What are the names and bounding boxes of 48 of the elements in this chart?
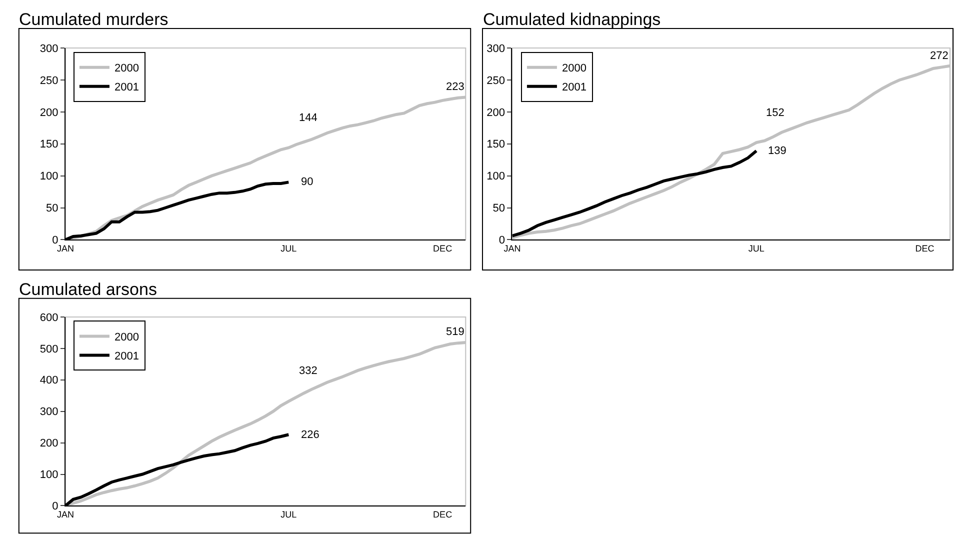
legend-label: 2001 bbox=[114, 350, 139, 363]
y-tick-label: 0 bbox=[52, 234, 58, 247]
x-tick-label: JAN bbox=[56, 244, 74, 254]
legend-label: 2000 bbox=[562, 62, 586, 75]
x-tick-label: JUL bbox=[748, 244, 764, 254]
y-tick-label: 150 bbox=[486, 138, 506, 151]
annotation: 139 bbox=[768, 145, 786, 157]
legend-label: 2001 bbox=[114, 82, 139, 94]
y-tick-label: 300 bbox=[40, 42, 58, 55]
chart-title: Cumulated arsons bbox=[19, 280, 157, 299]
annotation: 144 bbox=[299, 112, 318, 124]
x-tick-label: DEC bbox=[433, 244, 453, 254]
annotation: 226 bbox=[301, 429, 320, 441]
annotation: 152 bbox=[766, 107, 784, 119]
chart-title: Cumulated murders bbox=[19, 10, 168, 29]
x-tick-label: JAN bbox=[56, 510, 74, 520]
y-tick-label: 250 bbox=[40, 74, 58, 87]
legend-label: 2000 bbox=[114, 62, 139, 75]
legend-label: 2000 bbox=[114, 332, 139, 344]
x-tick-label: DEC bbox=[433, 510, 453, 520]
x-tick-label: JAN bbox=[504, 244, 521, 254]
y-tick-label: 200 bbox=[486, 106, 506, 119]
y-tick-label: 500 bbox=[40, 343, 58, 356]
y-tick-label: 50 bbox=[492, 202, 506, 215]
y-tick-label: 100 bbox=[40, 170, 58, 183]
y-tick-label: 150 bbox=[40, 138, 58, 151]
annotation: 223 bbox=[446, 81, 464, 93]
y-tick-label: 200 bbox=[40, 438, 58, 450]
y-tick-label: 600 bbox=[40, 312, 58, 324]
y-tick-label: 0 bbox=[52, 500, 58, 513]
y-tick-label: 400 bbox=[40, 374, 58, 387]
y-tick-label: 100 bbox=[486, 170, 506, 183]
y-tick-label: 300 bbox=[486, 42, 506, 55]
y-tick-label: 0 bbox=[498, 234, 506, 247]
x-tick-label: JUL bbox=[280, 244, 297, 254]
x-tick-label: JUL bbox=[280, 510, 297, 520]
annotation: 519 bbox=[446, 326, 464, 338]
y-tick-label: 200 bbox=[40, 106, 58, 119]
annotation: 272 bbox=[930, 50, 948, 62]
y-tick-label: 100 bbox=[40, 469, 58, 482]
legend-label: 2001 bbox=[562, 82, 586, 94]
annotation: 90 bbox=[301, 176, 314, 188]
x-tick-label: DEC bbox=[915, 244, 935, 254]
annotation: 332 bbox=[299, 365, 318, 377]
y-tick-label: 50 bbox=[46, 202, 58, 215]
y-tick-label: 300 bbox=[40, 406, 58, 418]
chart-title: Cumulated kidnappings bbox=[483, 10, 661, 29]
y-tick-label: 250 bbox=[486, 74, 506, 87]
